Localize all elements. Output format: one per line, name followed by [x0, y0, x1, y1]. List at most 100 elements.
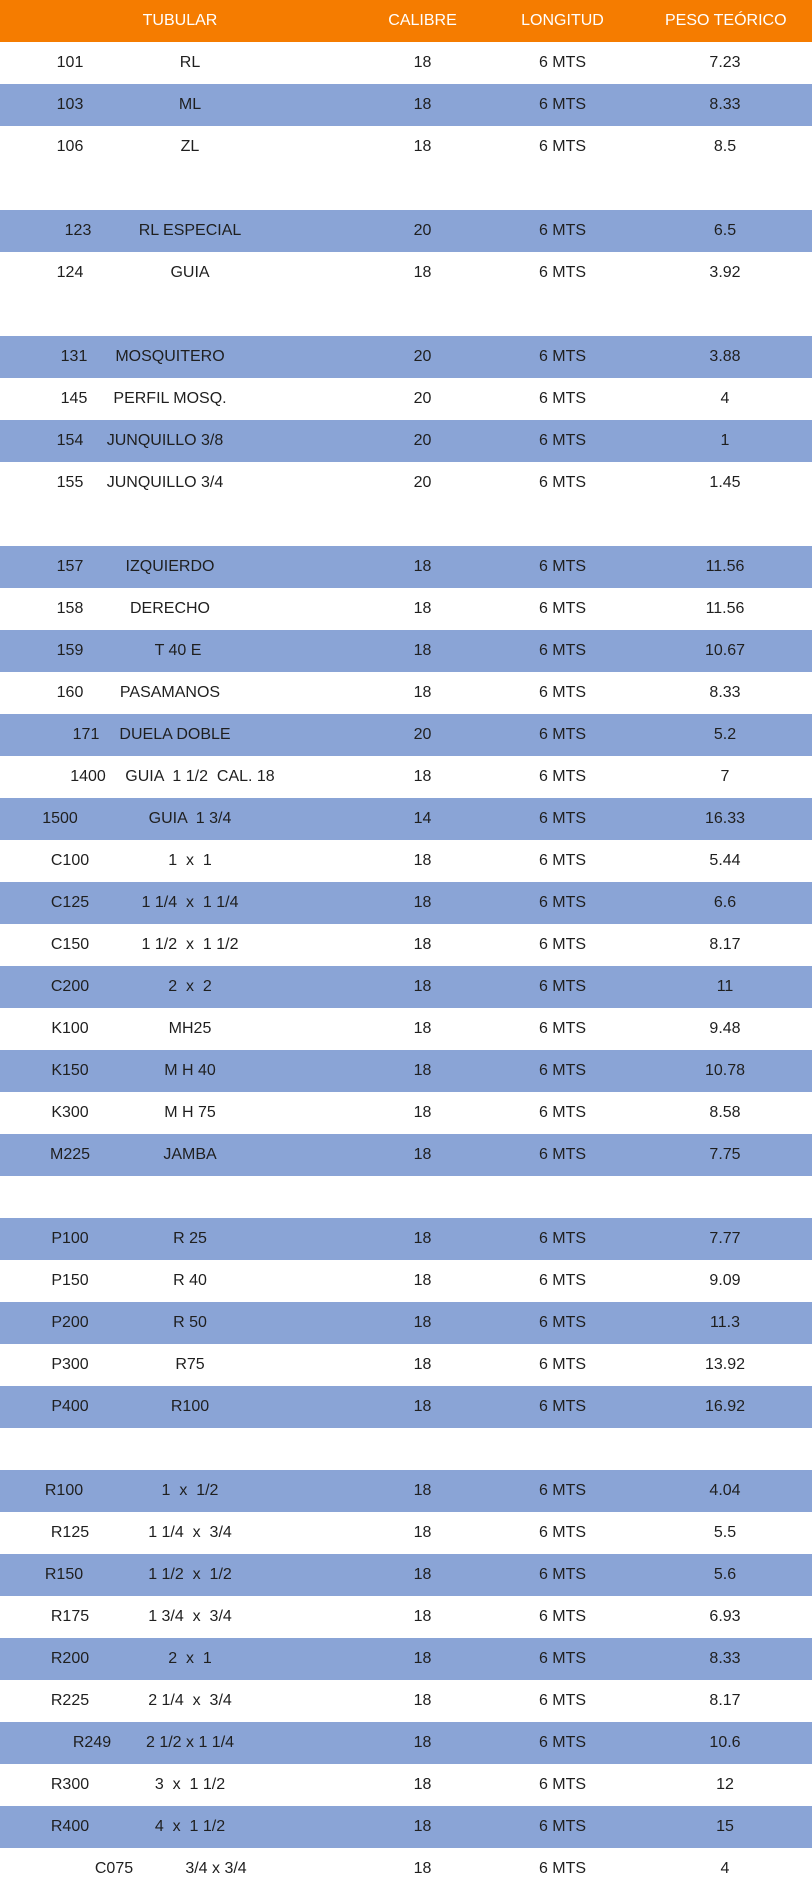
cell-code: 123 [64, 222, 92, 239]
cell-longitud: 6 MTS [538, 1650, 587, 1667]
cell-peso: 10.78 [704, 1062, 746, 1079]
cell-code: 159 [56, 642, 84, 659]
cell-calibre: 18 [413, 1356, 432, 1373]
table-row: 1500 GUIA 1 3/4 14 6 MTS 16.33 [0, 798, 812, 840]
cell-description: MH25 [168, 1020, 212, 1037]
table-row: 131 MOSQUITERO 20 6 MTS 3.88 [0, 336, 812, 378]
cell-calibre: 18 [413, 96, 432, 113]
cell-longitud: 6 MTS [538, 1020, 587, 1037]
cell-longitud: 6 MTS [538, 390, 587, 407]
table-header: TUBULAR CALIBRE LONGITUD PESO TEÓRICO [0, 0, 812, 42]
table-row: P400 R100 18 6 MTS 16.92 [0, 1386, 812, 1428]
cell-code: 171 [72, 726, 100, 743]
cell-peso: 16.33 [704, 810, 746, 827]
cell-peso: 7.77 [709, 1230, 741, 1247]
cell-description: 1 1/4 x 3/4 [148, 1524, 232, 1541]
cell-description: T 40 E [154, 642, 202, 659]
cell-code: K100 [51, 1020, 89, 1037]
cell-peso: 3.88 [709, 348, 741, 365]
cell-description: 2 1/2 x 1 1/4 [145, 1734, 235, 1751]
cell-calibre: 20 [413, 474, 432, 491]
cell-longitud: 6 MTS [538, 810, 587, 827]
table-row: C200 2 x 2 18 6 MTS 11 [0, 966, 812, 1008]
cell-code: P150 [51, 1272, 89, 1289]
cell-calibre: 18 [413, 1818, 432, 1835]
table-row: P200 R 50 18 6 MTS 11.3 [0, 1302, 812, 1344]
cell-calibre: 18 [413, 1524, 432, 1541]
cell-longitud: 6 MTS [538, 1314, 587, 1331]
cell-peso: 13.92 [704, 1356, 746, 1373]
cell-longitud: 6 MTS [538, 222, 587, 239]
cell-description: 2 1/4 x 3/4 [148, 1692, 232, 1709]
cell-peso: 15 [716, 1818, 734, 1835]
cell-longitud: 6 MTS [538, 1734, 587, 1751]
cell-peso: 11.3 [710, 1314, 740, 1331]
cell-code: C100 [50, 852, 90, 869]
cell-code: 158 [56, 600, 84, 617]
table-row: M225 JAMBA 18 6 MTS 7.75 [0, 1134, 812, 1176]
cell-peso: 8.33 [709, 96, 741, 113]
cell-calibre: 18 [413, 54, 432, 71]
cell-description: MOSQUITERO [115, 348, 225, 365]
cell-peso: 1 [720, 432, 730, 449]
cell-calibre: 18 [413, 1146, 432, 1163]
cell-peso: 9.09 [709, 1272, 741, 1289]
table-row: P300 R75 18 6 MTS 13.92 [0, 1344, 812, 1386]
table-row: C075 3/4 x 3/4 18 6 MTS 4 [0, 1848, 812, 1890]
cell-code: R175 [50, 1608, 90, 1625]
cell-calibre: 18 [413, 1062, 432, 1079]
cell-code: 155 [56, 474, 84, 491]
table-row: 160 PASAMANOS 18 6 MTS 8.33 [0, 672, 812, 714]
cell-peso: 4.04 [709, 1482, 741, 1499]
cell-longitud: 6 MTS [538, 1608, 587, 1625]
cell-peso: 6.93 [709, 1608, 741, 1625]
cell-peso: 7.75 [709, 1146, 741, 1163]
cell-calibre: 18 [413, 1734, 432, 1751]
table-body: 101 RL 18 6 MTS 7.23 103 ML 18 6 MTS 8.33 106 ZL 18 6… [0, 42, 812, 1890]
header-calibre: CALIBRE [388, 12, 457, 29]
cell-longitud: 6 MTS [538, 432, 587, 449]
cell-peso: 8.5 [713, 138, 737, 155]
header-longitud: LONGITUD [521, 12, 604, 29]
table-row: R300 3 x 1 1/2 18 6 MTS 12 [0, 1764, 812, 1806]
cell-description: JUNQUILLO 3/8 [106, 432, 224, 449]
cell-peso: 10.67 [704, 642, 746, 659]
cell-calibre: 18 [413, 558, 432, 575]
cell-peso: 8.58 [709, 1104, 741, 1121]
cell-description: 1 x 1 [168, 852, 212, 869]
cell-code: R100 [44, 1482, 84, 1499]
cell-peso: 12 [716, 1776, 734, 1793]
cell-code: C200 [50, 978, 90, 995]
cell-calibre: 18 [413, 1776, 432, 1793]
table-row: K150 M H 40 18 6 MTS 10.78 [0, 1050, 812, 1092]
cell-calibre: 18 [413, 936, 432, 953]
table-row: R225 2 1/4 x 3/4 18 6 MTS 8.17 [0, 1680, 812, 1722]
cell-code: 106 [56, 138, 84, 155]
cell-description: DUELA DOBLE [119, 726, 231, 743]
table-row: C100 1 x 1 18 6 MTS 5.44 [0, 840, 812, 882]
cell-longitud: 6 MTS [538, 1398, 587, 1415]
cell-peso: 7.23 [709, 54, 741, 71]
cell-longitud: 6 MTS [538, 1146, 587, 1163]
table-spacer-row [0, 1176, 812, 1218]
table-row: 123 RL ESPECIAL 20 6 MTS 6.5 [0, 210, 812, 252]
cell-peso: 8.33 [709, 684, 741, 701]
cell-longitud: 6 MTS [538, 768, 587, 785]
header-tubular: TUBULAR [142, 12, 218, 29]
cell-peso: 8.17 [709, 936, 741, 953]
cell-calibre: 20 [413, 348, 432, 365]
cell-code: K300 [51, 1104, 89, 1121]
table-row: K300 M H 75 18 6 MTS 8.58 [0, 1092, 812, 1134]
table-spacer-row [0, 504, 812, 546]
table-row: 155 JUNQUILLO 3/4 20 6 MTS 1.45 [0, 462, 812, 504]
cell-calibre: 18 [413, 1566, 432, 1583]
cell-peso: 8.33 [709, 1650, 741, 1667]
cell-code: P200 [51, 1314, 89, 1331]
table-row: 157 IZQUIERDO 18 6 MTS 11.56 [0, 546, 812, 588]
table-row: 101 RL 18 6 MTS 7.23 [0, 42, 812, 84]
cell-calibre: 18 [413, 768, 432, 785]
cell-peso: 11 [716, 978, 734, 995]
cell-calibre: 20 [413, 432, 432, 449]
cell-code: P100 [51, 1230, 89, 1247]
